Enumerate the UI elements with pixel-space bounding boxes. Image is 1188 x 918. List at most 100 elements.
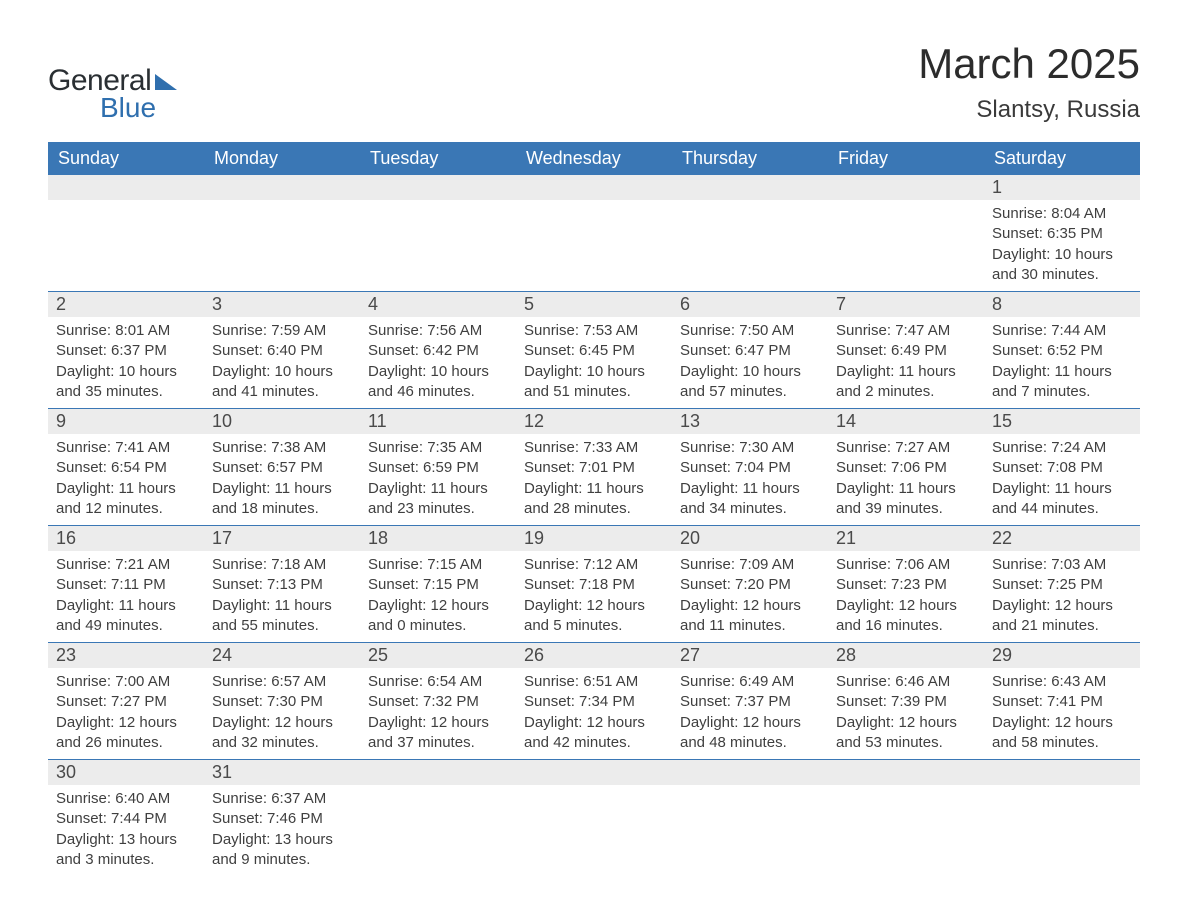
sunrise-text: Sunrise: 7:56 AM — [368, 321, 508, 341]
logo-triangle-icon — [155, 74, 177, 90]
day-detail-cell: Sunrise: 6:51 AMSunset: 7:34 PMDaylight:… — [516, 668, 672, 760]
day-detail-cell: Sunrise: 8:01 AMSunset: 6:37 PMDaylight:… — [48, 317, 204, 409]
daylight-text-2: and 2 minutes. — [836, 382, 976, 402]
sunrise-text: Sunrise: 6:54 AM — [368, 672, 508, 692]
daylight-text-2: and 0 minutes. — [368, 616, 508, 636]
daylight-text-1: Daylight: 13 hours — [212, 830, 352, 850]
day-number-cell: 1 — [984, 175, 1140, 200]
daylight-text-1: Daylight: 11 hours — [212, 479, 352, 499]
day-detail-cell — [516, 200, 672, 292]
daylight-text-2: and 12 minutes. — [56, 499, 196, 519]
day-number-cell: 26 — [516, 643, 672, 669]
weekday-header: Saturday — [984, 142, 1140, 175]
sunrise-text: Sunrise: 7:03 AM — [992, 555, 1132, 575]
sunset-text: Sunset: 6:42 PM — [368, 341, 508, 361]
sunrise-text: Sunrise: 7:30 AM — [680, 438, 820, 458]
day-detail-cell — [204, 200, 360, 292]
daylight-text-2: and 7 minutes. — [992, 382, 1132, 402]
daylight-text-1: Daylight: 10 hours — [368, 362, 508, 382]
daylight-text-1: Daylight: 12 hours — [836, 596, 976, 616]
sunrise-text: Sunrise: 7:06 AM — [836, 555, 976, 575]
day-detail-cell: Sunrise: 7:06 AMSunset: 7:23 PMDaylight:… — [828, 551, 984, 643]
daylight-text-1: Daylight: 11 hours — [56, 596, 196, 616]
sunrise-text: Sunrise: 7:09 AM — [680, 555, 820, 575]
sunset-text: Sunset: 7:15 PM — [368, 575, 508, 595]
day-detail-cell: Sunrise: 7:00 AMSunset: 7:27 PMDaylight:… — [48, 668, 204, 760]
day-detail-row: Sunrise: 6:40 AMSunset: 7:44 PMDaylight:… — [48, 785, 1140, 876]
weekday-header: Friday — [828, 142, 984, 175]
sunrise-text: Sunrise: 7:18 AM — [212, 555, 352, 575]
sunset-text: Sunset: 6:57 PM — [212, 458, 352, 478]
day-detail-cell: Sunrise: 7:33 AMSunset: 7:01 PMDaylight:… — [516, 434, 672, 526]
day-detail-cell — [672, 785, 828, 876]
daylight-text-2: and 39 minutes. — [836, 499, 976, 519]
day-number-cell: 3 — [204, 292, 360, 318]
day-detail-cell: Sunrise: 7:03 AMSunset: 7:25 PMDaylight:… — [984, 551, 1140, 643]
weekday-header: Tuesday — [360, 142, 516, 175]
day-number-cell: 8 — [984, 292, 1140, 318]
sunset-text: Sunset: 7:27 PM — [56, 692, 196, 712]
daylight-text-1: Daylight: 12 hours — [56, 713, 196, 733]
day-detail-cell: Sunrise: 7:59 AMSunset: 6:40 PMDaylight:… — [204, 317, 360, 409]
sunset-text: Sunset: 7:34 PM — [524, 692, 664, 712]
day-number-cell: 21 — [828, 526, 984, 552]
sunset-text: Sunset: 7:08 PM — [992, 458, 1132, 478]
day-detail-cell: Sunrise: 7:47 AMSunset: 6:49 PMDaylight:… — [828, 317, 984, 409]
sunrise-text: Sunrise: 7:59 AM — [212, 321, 352, 341]
day-number-cell — [516, 760, 672, 786]
sunset-text: Sunset: 7:46 PM — [212, 809, 352, 829]
daylight-text-2: and 46 minutes. — [368, 382, 508, 402]
day-detail-row: Sunrise: 7:41 AMSunset: 6:54 PMDaylight:… — [48, 434, 1140, 526]
daylight-text-1: Daylight: 11 hours — [836, 362, 976, 382]
day-number-cell: 23 — [48, 643, 204, 669]
sunset-text: Sunset: 7:39 PM — [836, 692, 976, 712]
sunrise-text: Sunrise: 8:01 AM — [56, 321, 196, 341]
title-location: Slantsy, Russia — [918, 96, 1140, 124]
daylight-text-2: and 37 minutes. — [368, 733, 508, 753]
day-detail-cell: Sunrise: 7:30 AMSunset: 7:04 PMDaylight:… — [672, 434, 828, 526]
sunset-text: Sunset: 7:25 PM — [992, 575, 1132, 595]
sunrise-text: Sunrise: 7:44 AM — [992, 321, 1132, 341]
sunset-text: Sunset: 7:18 PM — [524, 575, 664, 595]
sunset-text: Sunset: 7:23 PM — [836, 575, 976, 595]
sunrise-text: Sunrise: 6:37 AM — [212, 789, 352, 809]
daylight-text-2: and 53 minutes. — [836, 733, 976, 753]
day-number-cell: 5 — [516, 292, 672, 318]
daylight-text-2: and 51 minutes. — [524, 382, 664, 402]
sunset-text: Sunset: 7:06 PM — [836, 458, 976, 478]
day-number-cell — [984, 760, 1140, 786]
day-number-cell: 6 — [672, 292, 828, 318]
day-number-cell: 10 — [204, 409, 360, 435]
day-number-cell: 28 — [828, 643, 984, 669]
day-detail-cell: Sunrise: 6:37 AMSunset: 7:46 PMDaylight:… — [204, 785, 360, 876]
day-detail-cell: Sunrise: 6:46 AMSunset: 7:39 PMDaylight:… — [828, 668, 984, 760]
sunset-text: Sunset: 6:47 PM — [680, 341, 820, 361]
sunrise-text: Sunrise: 7:50 AM — [680, 321, 820, 341]
day-detail-cell: Sunrise: 7:12 AMSunset: 7:18 PMDaylight:… — [516, 551, 672, 643]
day-number-cell: 24 — [204, 643, 360, 669]
day-detail-cell: Sunrise: 7:27 AMSunset: 7:06 PMDaylight:… — [828, 434, 984, 526]
day-detail-cell: Sunrise: 6:40 AMSunset: 7:44 PMDaylight:… — [48, 785, 204, 876]
sunrise-text: Sunrise: 6:43 AM — [992, 672, 1132, 692]
sunset-text: Sunset: 6:37 PM — [56, 341, 196, 361]
sunrise-text: Sunrise: 7:53 AM — [524, 321, 664, 341]
daylight-text-1: Daylight: 11 hours — [524, 479, 664, 499]
daylight-text-2: and 21 minutes. — [992, 616, 1132, 636]
sunrise-text: Sunrise: 6:49 AM — [680, 672, 820, 692]
daylight-text-2: and 11 minutes. — [680, 616, 820, 636]
day-number-cell — [204, 175, 360, 200]
title-month: March 2025 — [918, 40, 1140, 88]
daylight-text-2: and 34 minutes. — [680, 499, 820, 519]
day-detail-cell: Sunrise: 7:21 AMSunset: 7:11 PMDaylight:… — [48, 551, 204, 643]
day-number-row: 16171819202122 — [48, 526, 1140, 552]
day-number-cell: 27 — [672, 643, 828, 669]
day-number-cell: 4 — [360, 292, 516, 318]
day-detail-cell: Sunrise: 6:43 AMSunset: 7:41 PMDaylight:… — [984, 668, 1140, 760]
daylight-text-1: Daylight: 12 hours — [680, 713, 820, 733]
day-detail-cell — [828, 200, 984, 292]
sunrise-text: Sunrise: 6:57 AM — [212, 672, 352, 692]
day-detail-cell: Sunrise: 8:04 AMSunset: 6:35 PMDaylight:… — [984, 200, 1140, 292]
daylight-text-1: Daylight: 10 hours — [680, 362, 820, 382]
daylight-text-1: Daylight: 11 hours — [992, 479, 1132, 499]
daylight-text-2: and 5 minutes. — [524, 616, 664, 636]
